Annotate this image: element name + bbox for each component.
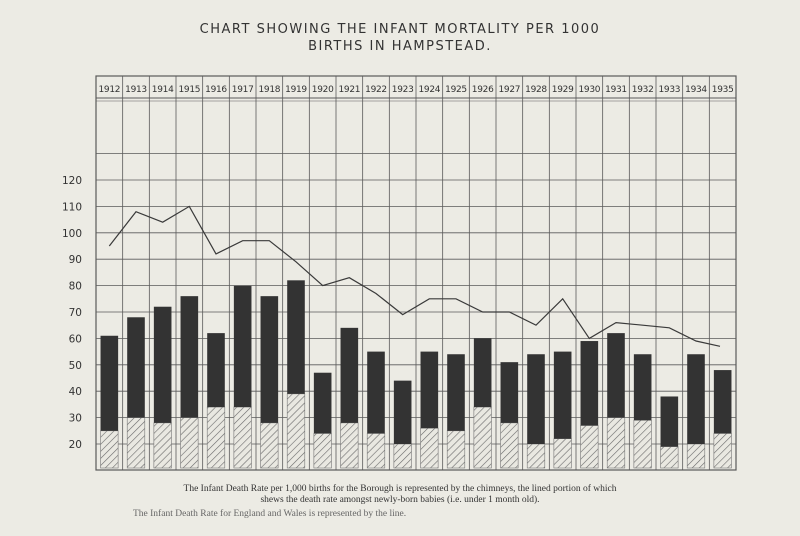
year-label: 1922 bbox=[365, 85, 387, 95]
bar-newborn bbox=[473, 406, 492, 469]
bar-total bbox=[260, 296, 279, 423]
bar-newborn bbox=[553, 438, 572, 469]
year-label: 1923 bbox=[392, 85, 414, 95]
year-label: 1924 bbox=[418, 85, 440, 95]
bar-newborn bbox=[100, 430, 119, 469]
year-label: 1920 bbox=[312, 85, 334, 95]
caption-line3: The Infant Death Rate for England and Wa… bbox=[133, 509, 407, 519]
bar-newborn bbox=[446, 430, 466, 469]
bar-newborn bbox=[180, 417, 199, 469]
bar-newborn bbox=[633, 419, 652, 469]
year-label: 1930 bbox=[578, 85, 600, 95]
bar-newborn bbox=[366, 433, 386, 469]
bar-total bbox=[607, 333, 625, 418]
year-label: 1919 bbox=[285, 85, 307, 95]
bar-total bbox=[713, 370, 732, 434]
bar-total bbox=[287, 280, 305, 394]
bar-newborn bbox=[526, 443, 546, 469]
y-tick-label: 80 bbox=[69, 281, 82, 293]
bar-total bbox=[687, 354, 705, 444]
y-tick-label: 70 bbox=[69, 307, 82, 319]
bar-total bbox=[473, 338, 492, 408]
bar-newborn bbox=[686, 443, 706, 469]
year-label: 1934 bbox=[685, 85, 707, 95]
year-label: 1918 bbox=[258, 85, 280, 95]
bar-total bbox=[447, 354, 465, 431]
bar-newborn bbox=[153, 422, 172, 469]
year-label: 1925 bbox=[445, 85, 467, 95]
year-label: 1927 bbox=[498, 85, 520, 95]
bar-total bbox=[313, 372, 332, 434]
bar-total bbox=[367, 351, 385, 434]
bar-newborn bbox=[260, 422, 279, 469]
bar-total bbox=[553, 351, 572, 439]
bar-total bbox=[180, 296, 199, 418]
bar-newborn bbox=[313, 433, 332, 469]
y-tick-label: 100 bbox=[62, 228, 82, 240]
year-label: 1926 bbox=[472, 85, 494, 95]
bar-newborn bbox=[660, 446, 679, 469]
bar-newborn bbox=[500, 422, 519, 469]
y-tick-label: 20 bbox=[69, 439, 82, 451]
y-tick-label: 90 bbox=[69, 254, 82, 266]
bar-total bbox=[660, 396, 679, 447]
year-label: 1931 bbox=[605, 85, 627, 95]
year-label: 1928 bbox=[525, 85, 547, 95]
bar-total bbox=[207, 333, 225, 408]
y-tick-label: 110 bbox=[62, 201, 82, 213]
chart-title-line1: CHART SHOWING THE INFANT MORTALITY PER 1… bbox=[199, 22, 601, 37]
bar-newborn bbox=[606, 417, 626, 469]
bar-total bbox=[500, 362, 519, 423]
y-tick-label: 30 bbox=[69, 413, 82, 425]
bar-newborn bbox=[126, 417, 146, 469]
bar-newborn bbox=[233, 406, 252, 469]
bar-newborn bbox=[206, 406, 226, 469]
bar-newborn bbox=[340, 422, 359, 469]
bar-total bbox=[527, 354, 545, 444]
y-tick-label: 60 bbox=[69, 333, 82, 345]
bar-total bbox=[393, 380, 412, 444]
bar-total bbox=[420, 351, 439, 429]
year-label: 1929 bbox=[552, 85, 574, 95]
bar-total bbox=[100, 335, 119, 431]
bar-newborn bbox=[580, 425, 599, 469]
bar-total bbox=[233, 285, 252, 408]
bar-newborn bbox=[286, 393, 306, 469]
y-tick-label: 40 bbox=[69, 386, 82, 398]
bar-total bbox=[340, 327, 359, 423]
bar-total bbox=[633, 354, 652, 421]
y-tick-label: 50 bbox=[69, 360, 82, 372]
year-label: 1912 bbox=[98, 85, 120, 95]
y-tick-label: 120 bbox=[62, 175, 82, 187]
bar-total bbox=[153, 306, 172, 423]
bar-newborn bbox=[420, 427, 439, 469]
caption-line2: shews the death rate amongst newly-born … bbox=[260, 495, 540, 505]
year-label: 1933 bbox=[658, 85, 680, 95]
caption-line1: The Infant Death Rate per 1,000 births f… bbox=[183, 484, 617, 494]
year-label: 1917 bbox=[232, 85, 254, 95]
year-label: 1915 bbox=[178, 85, 200, 95]
year-label: 1932 bbox=[632, 85, 654, 95]
england-wales-line bbox=[108, 205, 721, 347]
bar-total bbox=[580, 341, 599, 426]
bar-total bbox=[127, 317, 145, 418]
year-label: 1921 bbox=[338, 85, 360, 95]
year-label: 1916 bbox=[205, 85, 227, 95]
year-label: 1914 bbox=[152, 85, 174, 95]
bar-newborn bbox=[393, 443, 412, 469]
chart-title-line2: BIRTHS IN HAMPSTEAD. bbox=[308, 39, 492, 54]
year-label: 1913 bbox=[125, 85, 147, 95]
bar-newborn bbox=[713, 433, 732, 469]
year-label: 1935 bbox=[712, 85, 734, 95]
